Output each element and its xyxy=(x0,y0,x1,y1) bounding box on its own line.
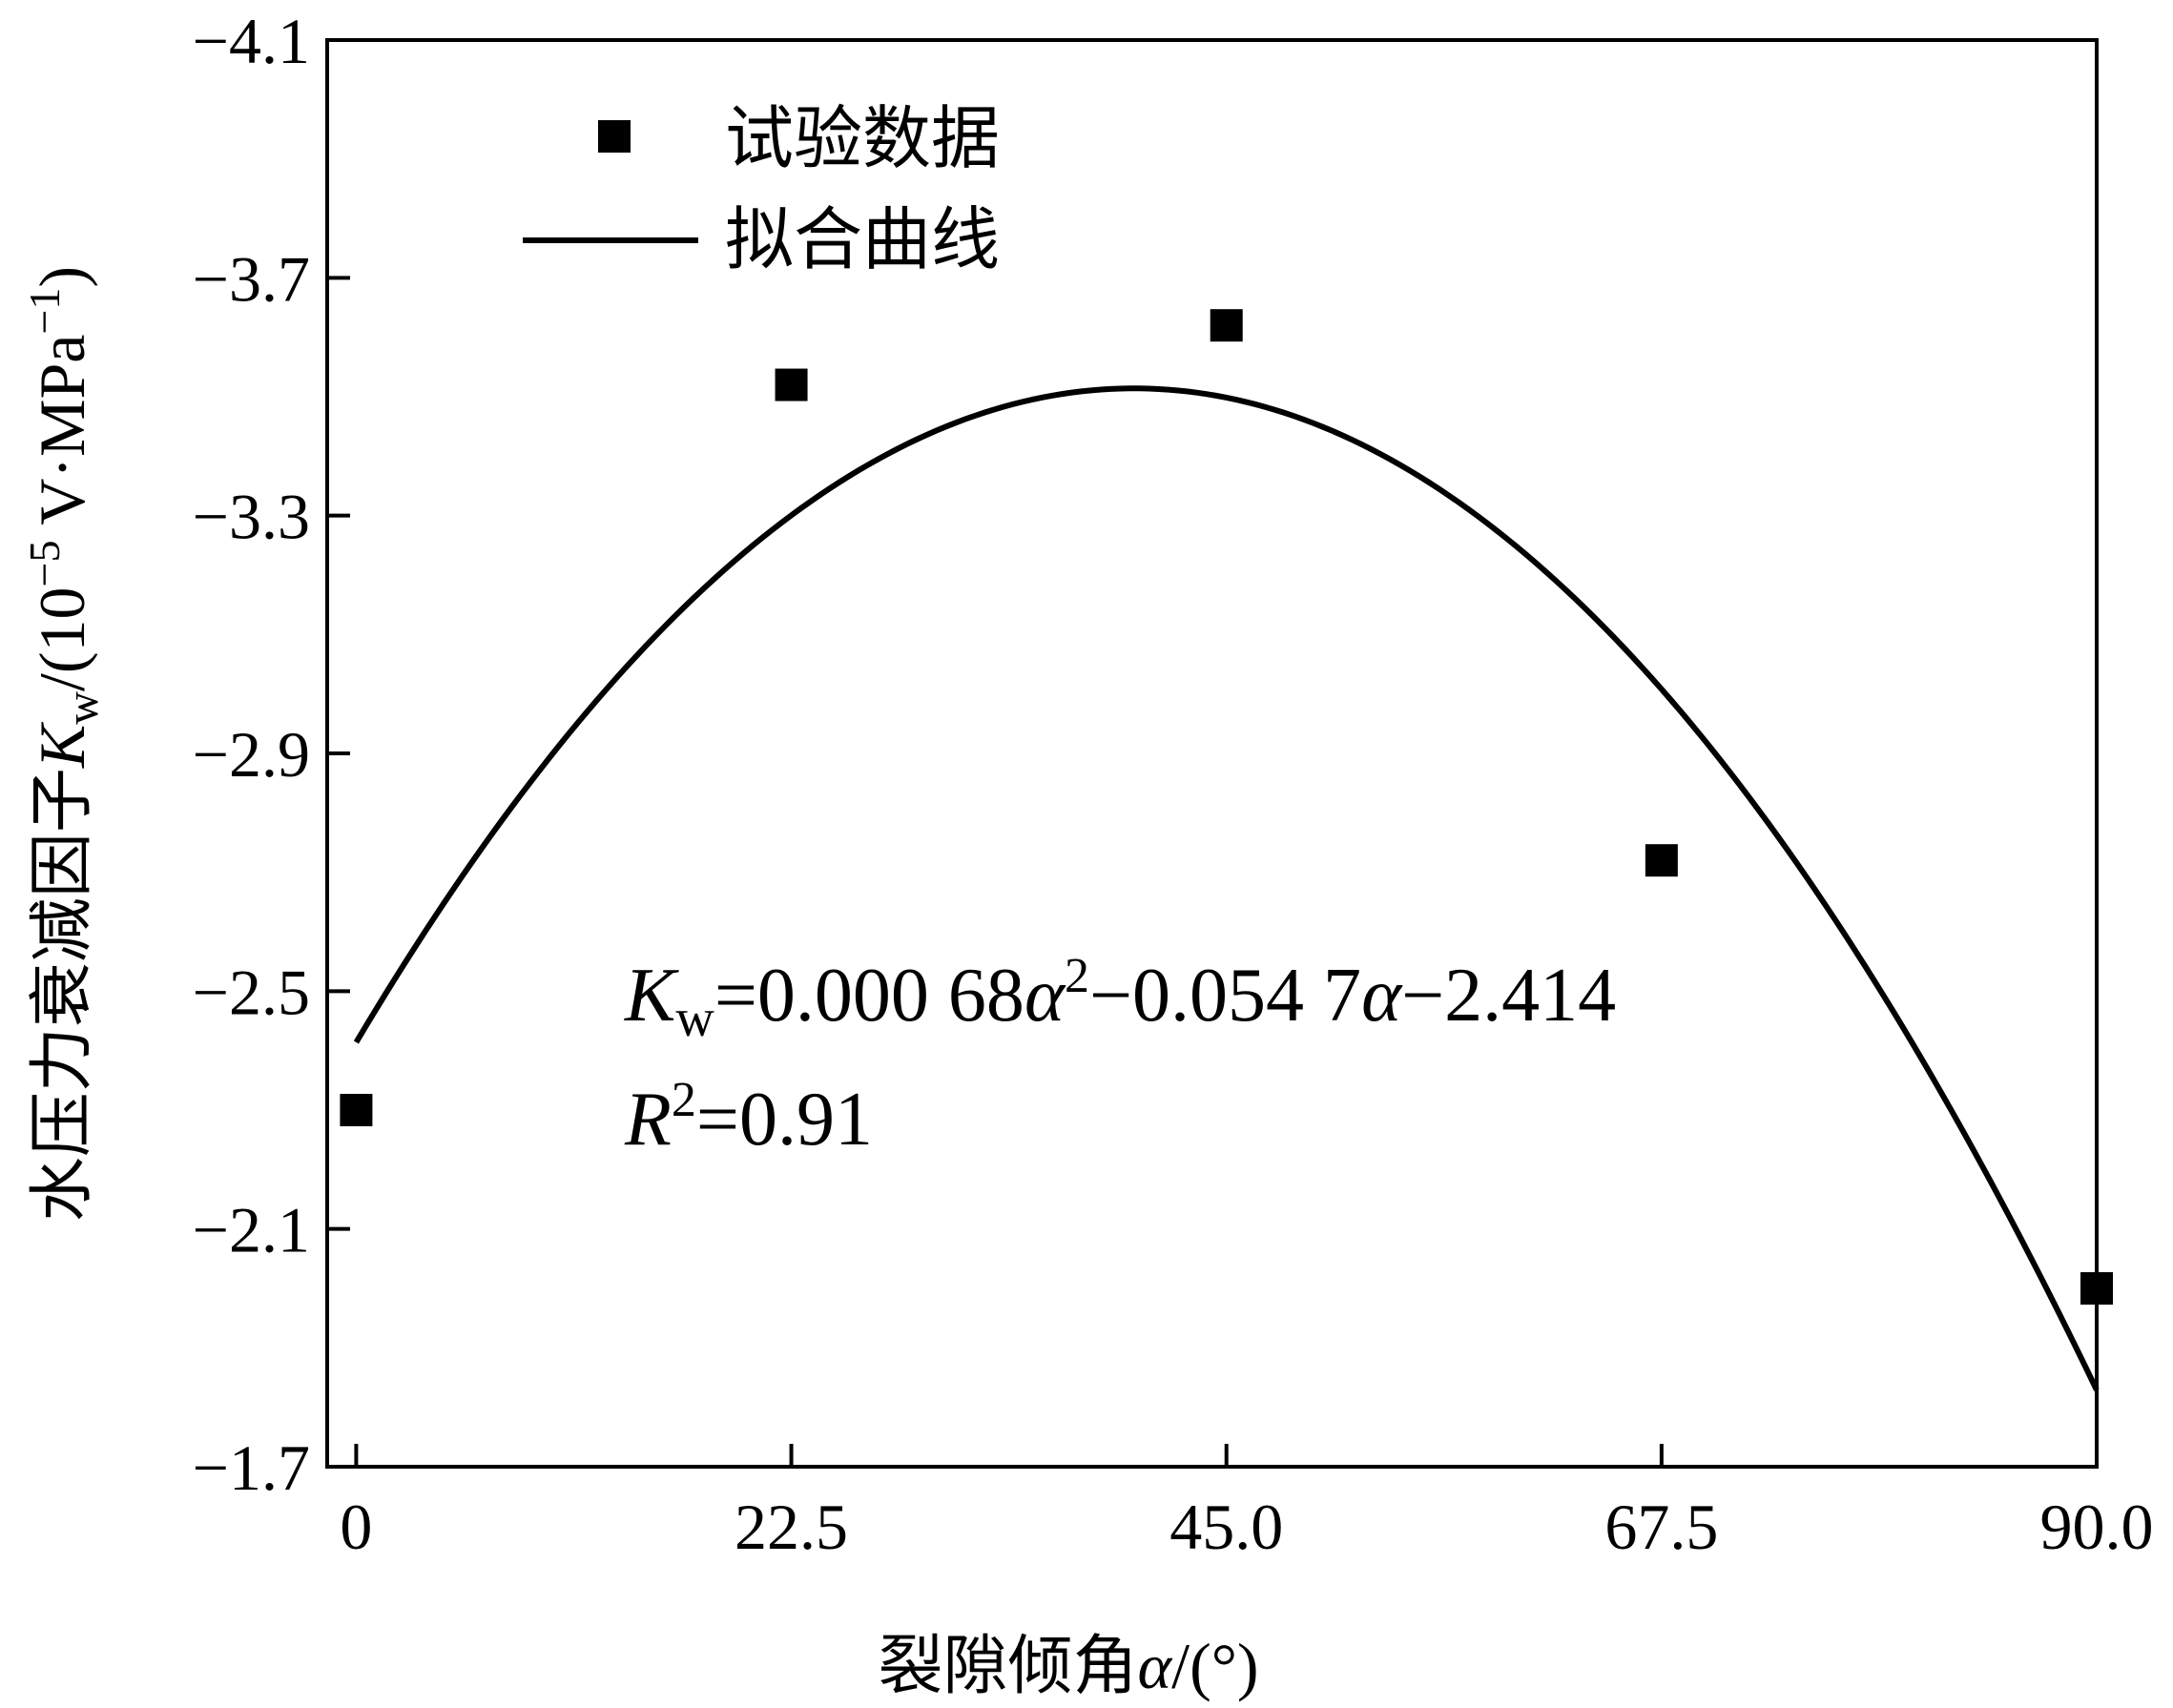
legend: 试验数据 拟合曲线 xyxy=(523,98,1000,279)
scatter-points xyxy=(340,309,2113,1305)
x-axis-title: 裂隙倾角α/(°) xyxy=(878,1629,1258,1704)
y-tick-label: −1.7 xyxy=(193,1431,310,1504)
data-point-square xyxy=(1210,309,1243,342)
x-tick-label: 45.0 xyxy=(1169,1491,1283,1563)
x-tick-label: 90.0 xyxy=(2040,1491,2154,1563)
plot-frame xyxy=(325,38,2099,1469)
y-tick-label: −3.7 xyxy=(193,242,310,315)
fit-curve-line xyxy=(353,385,2100,1391)
y-tick-label: −4.1 xyxy=(193,5,310,77)
y-axis-title: 水压力衰减因子Kw/(10−5 V·MPa−1) xyxy=(20,266,108,1222)
y-tick-label: −2.9 xyxy=(193,718,310,791)
x-ticks: 0 22.5 45.0 67.5 90.0 xyxy=(340,1444,2154,1563)
r-squared: R2=0.91 xyxy=(624,1073,873,1162)
fit-equation: Kw=0.000 68α2−0.054 7α−2.414 xyxy=(624,949,1616,1048)
x-tick-label: 0 xyxy=(340,1491,372,1563)
legend-marker-square xyxy=(598,120,631,153)
x-tick-label: 67.5 xyxy=(1604,1491,1718,1563)
y-tick-label: −3.3 xyxy=(193,481,310,553)
legend-label-experimental: 试验数据 xyxy=(725,98,1000,178)
x-tick-label: 22.5 xyxy=(735,1491,848,1563)
y-tick-label: −2.1 xyxy=(193,1194,310,1266)
data-point-square xyxy=(775,368,808,401)
y-tick-label: −2.5 xyxy=(193,956,310,1028)
data-point-square xyxy=(340,1094,373,1126)
data-point-square xyxy=(1645,844,1678,877)
legend-label-fit: 拟合曲线 xyxy=(725,199,1000,279)
y-ticks: −4.1 −3.7 −3.3 −2.9 −2.5 −2.1 −1.7 xyxy=(193,5,350,1504)
